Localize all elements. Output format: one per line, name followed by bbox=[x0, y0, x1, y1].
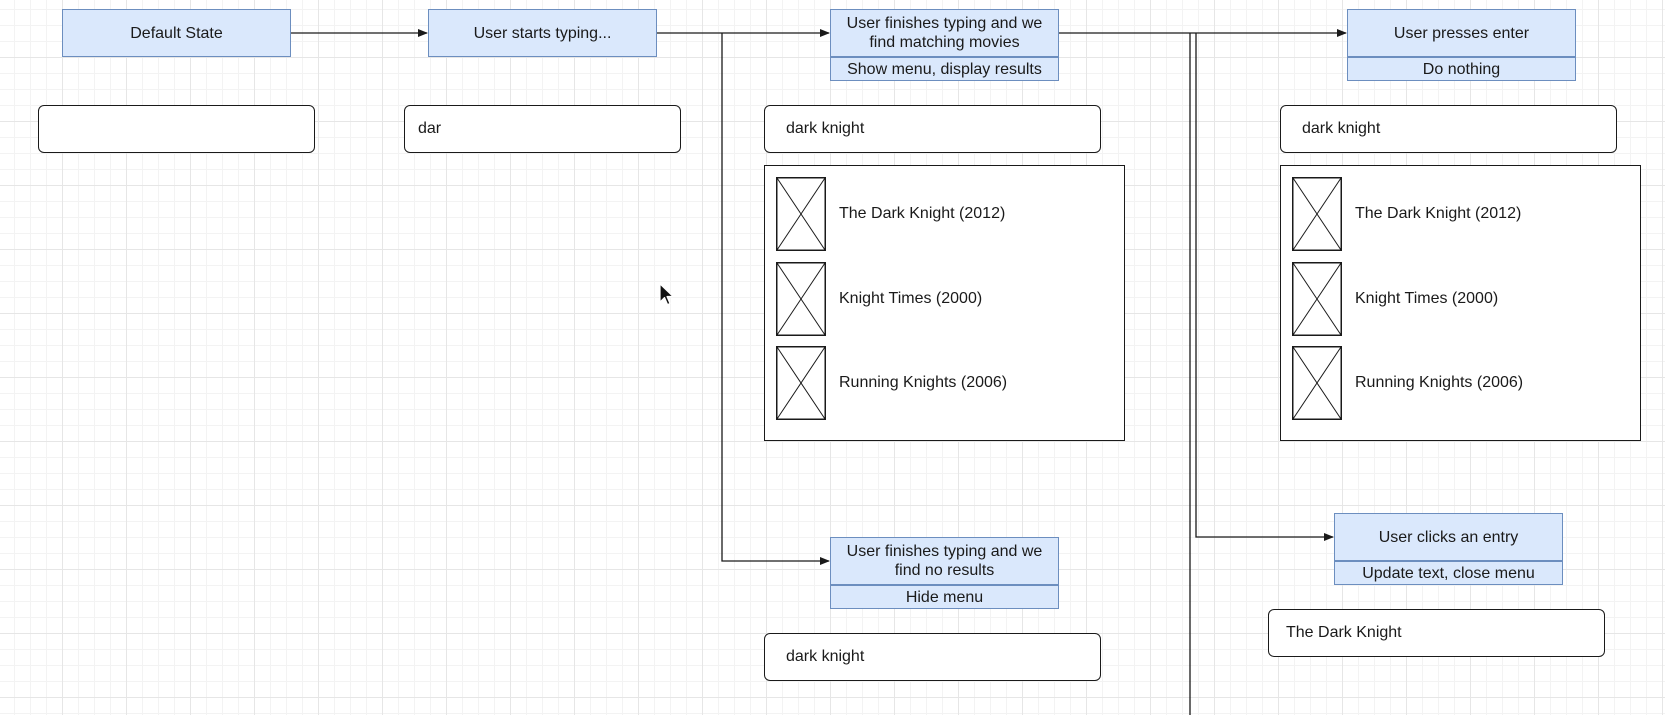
image-placeholder-icon bbox=[1292, 177, 1342, 251]
action-hide-menu[interactable]: Hide menu bbox=[830, 585, 1059, 609]
result-item-3[interactable]: Running Knights (2006) bbox=[776, 346, 1106, 420]
result-title: The Dark Knight (2012) bbox=[839, 205, 1006, 222]
result-item-1[interactable]: The Dark Knight (2012) bbox=[1292, 177, 1622, 251]
action-hide-menu-label: Hide menu bbox=[905, 588, 984, 606]
mouse-cursor-icon bbox=[659, 283, 674, 306]
state-matching-movies[interactable]: User finishes typing and we find matchin… bbox=[830, 9, 1059, 57]
search-field-no-results-value: dark knight bbox=[786, 648, 865, 665]
search-field-typing[interactable]: dar bbox=[404, 105, 681, 153]
action-update-text-close-menu-label: Update text, close menu bbox=[1362, 564, 1535, 582]
result-item-3[interactable]: Running Knights (2006) bbox=[1292, 346, 1622, 420]
result-item-2[interactable]: Knight Times (2000) bbox=[1292, 262, 1622, 336]
result-item-1[interactable]: The Dark Knight (2012) bbox=[776, 177, 1106, 251]
state-default-state-label: Default State bbox=[130, 24, 223, 42]
search-field-click-entry-value: The Dark Knight bbox=[1286, 624, 1402, 641]
search-field-click-entry[interactable]: The Dark Knight bbox=[1268, 609, 1605, 657]
search-field-enter[interactable]: dark knight bbox=[1280, 105, 1617, 153]
state-user-presses-enter[interactable]: User presses enter bbox=[1347, 9, 1576, 57]
result-title: Running Knights (2006) bbox=[1355, 374, 1524, 391]
result-title: The Dark Knight (2012) bbox=[1355, 205, 1522, 222]
state-user-presses-enter-label: User presses enter bbox=[1393, 24, 1530, 42]
state-default-state[interactable]: Default State bbox=[62, 9, 291, 57]
image-placeholder-icon bbox=[776, 177, 826, 251]
result-title: Knight Times (2000) bbox=[1355, 290, 1499, 307]
search-field-default[interactable] bbox=[38, 105, 315, 153]
state-user-clicks-entry-label: User clicks an entry bbox=[1378, 528, 1519, 546]
action-do-nothing[interactable]: Do nothing bbox=[1347, 57, 1576, 81]
search-field-matches-value: dark knight bbox=[786, 120, 865, 137]
result-title: Knight Times (2000) bbox=[839, 290, 983, 307]
state-user-clicks-entry[interactable]: User clicks an entry bbox=[1334, 513, 1563, 561]
image-placeholder-icon bbox=[1292, 346, 1342, 420]
action-show-menu[interactable]: Show menu, display results bbox=[830, 57, 1059, 81]
action-show-menu-label: Show menu, display results bbox=[847, 60, 1042, 78]
search-field-matches[interactable]: dark knight bbox=[764, 105, 1101, 153]
results-menu-enter: The Dark Knight (2012) Knight Times (200… bbox=[1280, 165, 1641, 441]
state-no-results-label: User finishes typing and we find no resu… bbox=[846, 543, 1043, 579]
state-user-starts-typing-label: User starts typing... bbox=[473, 24, 612, 42]
image-placeholder-icon bbox=[776, 346, 826, 420]
results-menu-matches: The Dark Knight (2012) Knight Times (200… bbox=[764, 165, 1125, 441]
state-matching-movies-label: User finishes typing and we find matchin… bbox=[846, 15, 1043, 51]
image-placeholder-icon bbox=[776, 262, 826, 336]
search-field-typing-value: dar bbox=[418, 120, 442, 137]
image-placeholder-icon bbox=[1292, 262, 1342, 336]
result-item-2[interactable]: Knight Times (2000) bbox=[776, 262, 1106, 336]
state-no-results[interactable]: User finishes typing and we find no resu… bbox=[830, 537, 1059, 585]
action-update-text-close-menu[interactable]: Update text, close menu bbox=[1334, 561, 1563, 585]
action-do-nothing-label: Do nothing bbox=[1422, 60, 1501, 78]
state-user-starts-typing[interactable]: User starts typing... bbox=[428, 9, 657, 57]
search-field-no-results[interactable]: dark knight bbox=[764, 633, 1101, 681]
result-title: Running Knights (2006) bbox=[839, 374, 1008, 391]
search-field-enter-value: dark knight bbox=[1302, 120, 1381, 137]
